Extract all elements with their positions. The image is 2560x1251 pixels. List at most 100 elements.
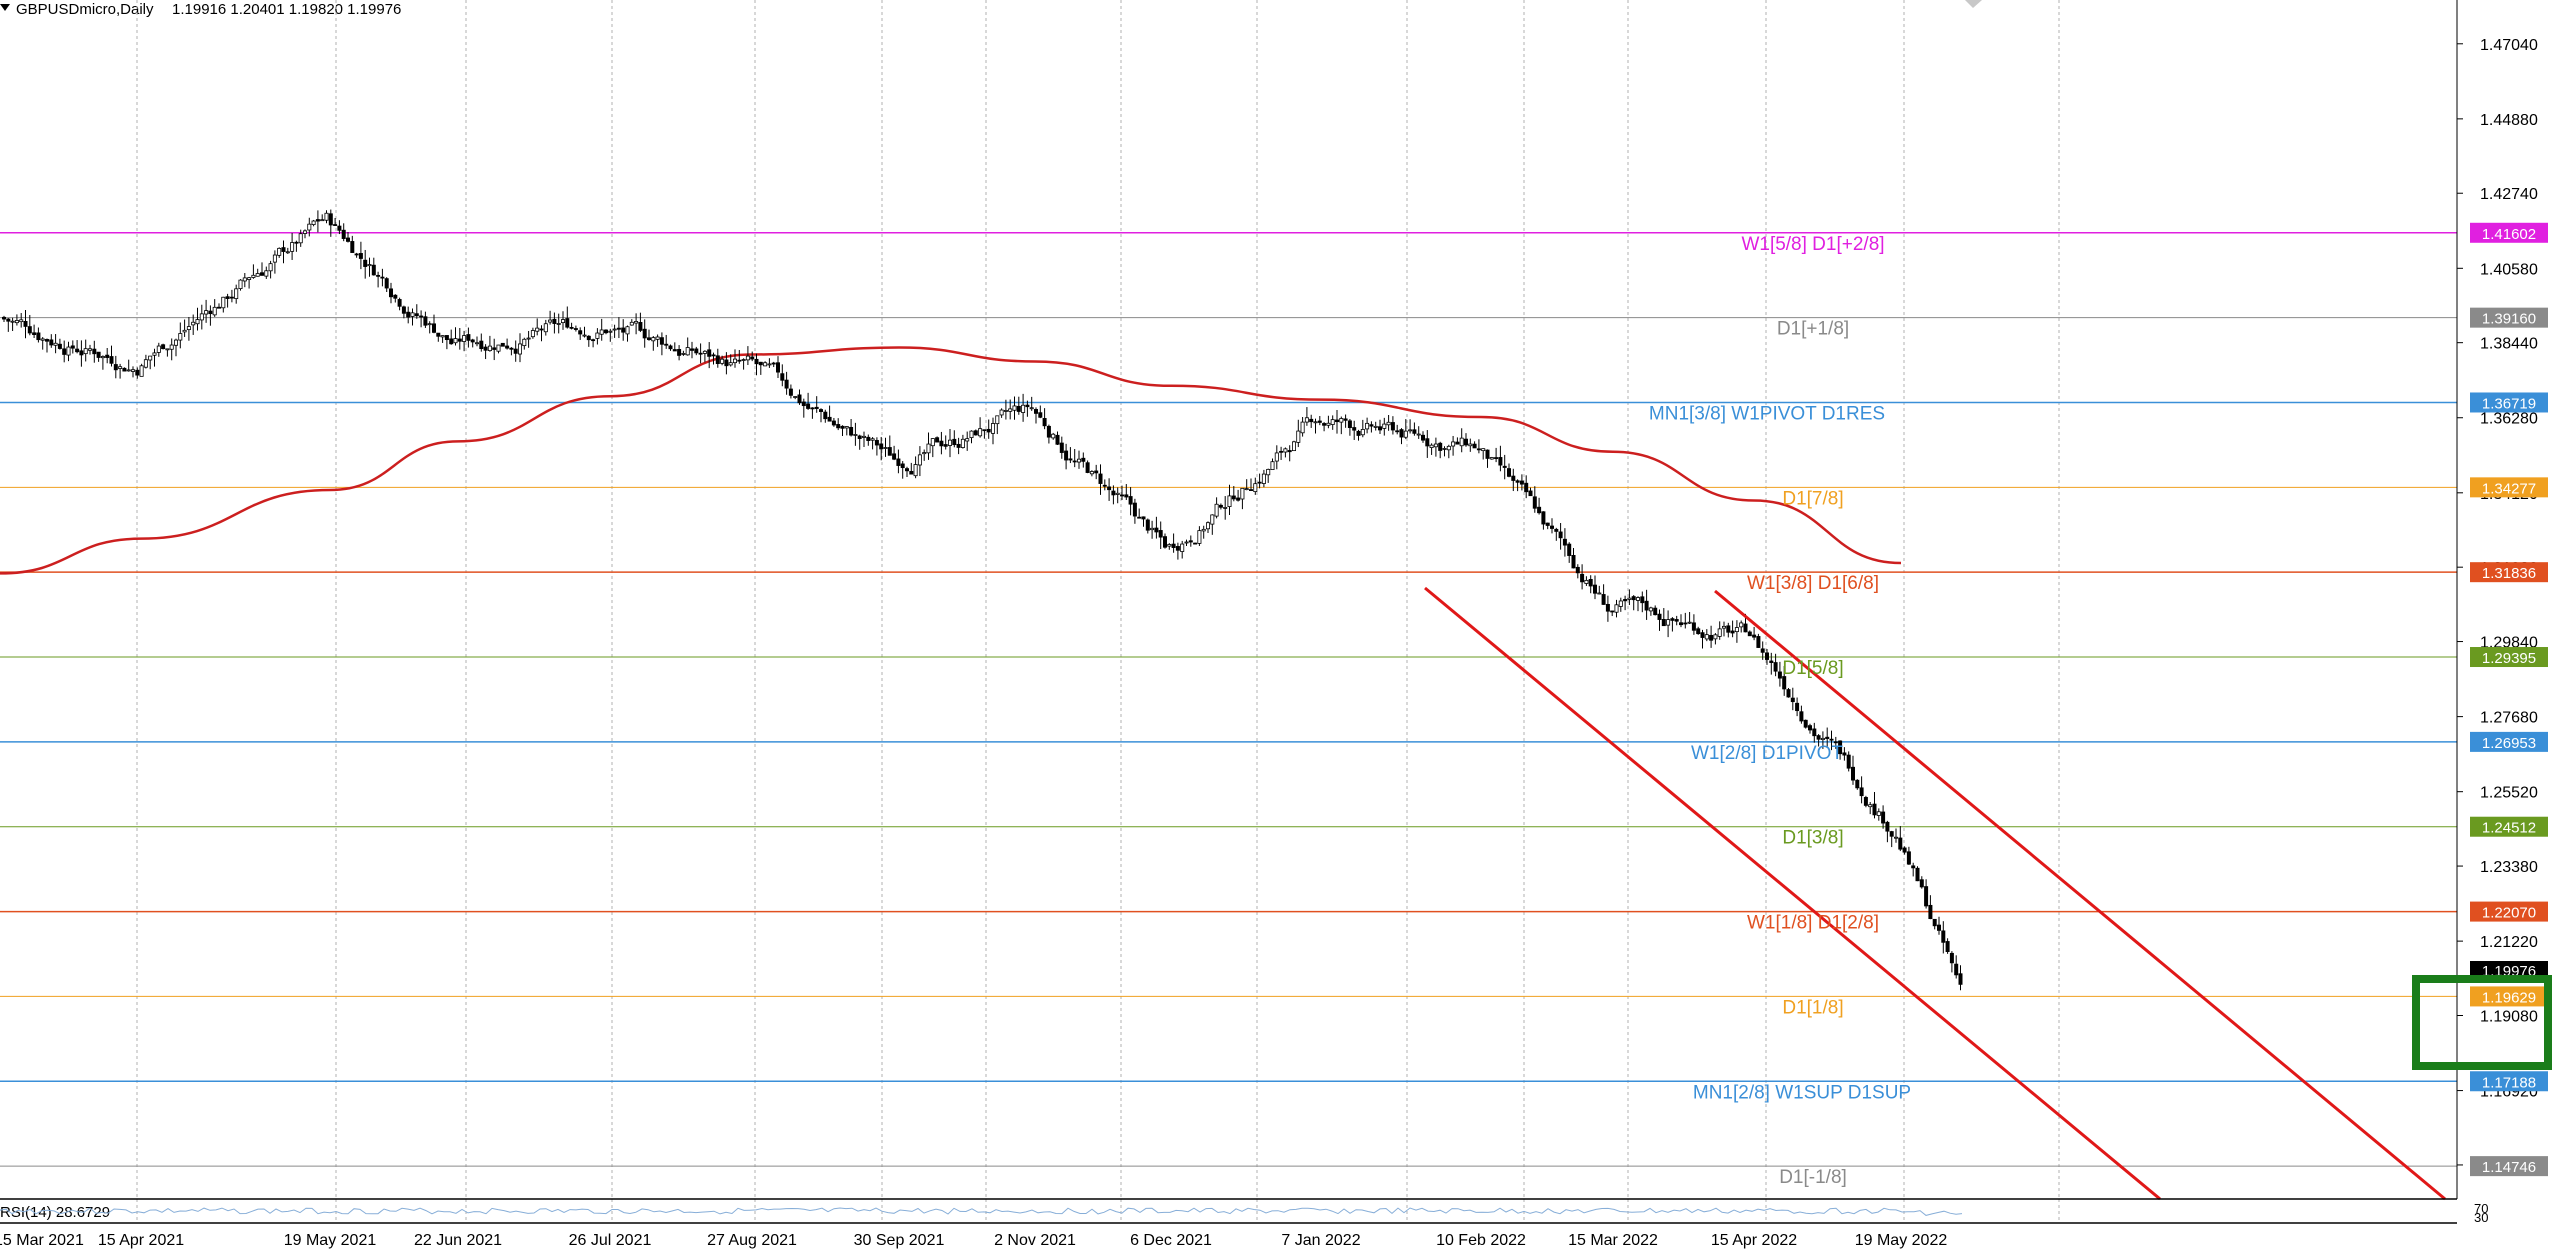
candle-body	[466, 334, 471, 341]
level-label: D1[7/8]	[1782, 488, 1843, 509]
candle-body	[1653, 607, 1658, 616]
candle-body	[431, 323, 436, 333]
candle-body	[629, 321, 634, 326]
candle-body	[973, 430, 978, 436]
candle-body	[449, 338, 454, 345]
ohlc-values: 1.19916 1.20401 1.19820 1.19976	[172, 1, 401, 18]
channel-lower-line[interactable]	[1424, 586, 2161, 1201]
time-axis-label: 7 Jan 2022	[1281, 1232, 1360, 1249]
candle-body	[1558, 531, 1563, 539]
candle-body	[483, 346, 488, 351]
candle-body	[556, 323, 561, 325]
level-price-tag-value: 1.36719	[2482, 395, 2536, 412]
candle-body	[505, 345, 510, 349]
level-price-tag-value: 1.29395	[2482, 650, 2536, 667]
candle-body	[1949, 952, 1954, 964]
candle-body	[135, 369, 140, 376]
candle-body	[225, 296, 230, 299]
candle-body	[806, 403, 811, 409]
candle-body	[1605, 603, 1610, 612]
candle-body	[1593, 584, 1598, 594]
candle-body	[1648, 607, 1653, 612]
candle-body	[604, 329, 609, 334]
candle-body	[1528, 490, 1533, 497]
candle-body	[539, 328, 544, 331]
candle-body	[19, 319, 24, 323]
candle-body	[1657, 613, 1662, 620]
candle-body	[1408, 429, 1413, 432]
chart-menu-triangle-icon[interactable]	[0, 4, 10, 11]
candle-body	[741, 359, 746, 361]
price-tick-label: 1.40580	[2480, 261, 2538, 278]
candle-body	[1795, 702, 1800, 712]
candle-body	[745, 355, 750, 361]
candle-body	[655, 336, 660, 340]
candle-body	[1171, 543, 1176, 548]
candle-body	[625, 326, 630, 335]
candle-body	[522, 338, 527, 347]
candle-body	[1773, 662, 1778, 672]
candle-body	[1636, 597, 1641, 601]
candle-body	[384, 278, 389, 289]
candle-body	[1231, 495, 1236, 500]
candle-body	[1691, 622, 1696, 631]
candle-body	[79, 350, 84, 356]
rsi-level-70: 70	[2474, 1201, 2488, 1216]
candle-body	[1064, 450, 1069, 461]
candle-body	[1915, 867, 1920, 882]
time-axis[interactable]: 15 Mar 2021 15 Apr 2021 19 May 2021 22 Jun …	[0, 1232, 1947, 1249]
candle-body	[1386, 421, 1391, 426]
candle-body	[440, 335, 445, 338]
candle-body	[1442, 448, 1447, 450]
candle-body	[1309, 418, 1314, 423]
candle-body	[1167, 544, 1172, 547]
candle-body	[647, 337, 652, 341]
candle-body	[324, 212, 329, 221]
candle-body	[479, 340, 484, 350]
candle-body	[651, 337, 656, 342]
candle-body	[1197, 530, 1202, 544]
candle-body	[462, 335, 467, 342]
candle-body	[1872, 803, 1877, 816]
candle-body	[1025, 404, 1030, 408]
candle-body	[406, 311, 411, 318]
time-axis-label: 10 Feb 2022	[1436, 1232, 1526, 1249]
channel-upper-line[interactable]	[1714, 589, 2446, 1201]
candle-body	[264, 270, 269, 277]
candle-body	[350, 241, 355, 253]
price-tags: 1.41602 1.39160 1.36719 1.34277 1.31836 1.293…	[2470, 222, 2548, 1177]
candle-body	[1188, 540, 1193, 543]
candle-body	[195, 319, 200, 325]
candle-body	[1352, 427, 1357, 431]
candle-body	[1339, 418, 1344, 423]
candle-body	[49, 339, 54, 346]
candle-body	[1790, 697, 1795, 703]
candle-body	[1481, 448, 1486, 452]
candle-body	[1734, 627, 1739, 633]
candle-body	[935, 437, 940, 443]
candle-body	[1584, 579, 1589, 584]
level-price-tag-box	[2470, 901, 2548, 922]
candle-body	[595, 332, 600, 339]
candle-body	[1661, 619, 1666, 627]
moving-average-line[interactable]	[0, 346, 1902, 575]
candle-body	[1029, 407, 1034, 410]
candle-body	[1343, 418, 1348, 421]
candle-body	[255, 273, 260, 277]
time-axis-label: 15 Apr 2021	[98, 1232, 184, 1249]
candle-body	[1085, 462, 1090, 473]
trend-channel[interactable]	[1424, 586, 2446, 1201]
candle-body	[1468, 443, 1473, 447]
price-axis[interactable]: 1.47040 1.44880 1.42740 1.40580 1.38440 1.362…	[2456, 0, 2548, 1199]
level-labels: W1[5/8] D1[+2/8] D1[+1/8] MN1[3/8] W1PIVOT…	[1649, 234, 1911, 1188]
candle-body	[1382, 423, 1387, 429]
candle-body	[827, 416, 832, 422]
candle-body	[1489, 457, 1494, 460]
candle-body	[419, 315, 424, 318]
candle-body	[1184, 541, 1189, 544]
rsi-panel[interactable]: RSI(14) 28.6729 70 30	[0, 1198, 2488, 1225]
candle-body	[1829, 738, 1834, 741]
candle-body	[380, 276, 385, 279]
candle-body	[1240, 487, 1245, 500]
